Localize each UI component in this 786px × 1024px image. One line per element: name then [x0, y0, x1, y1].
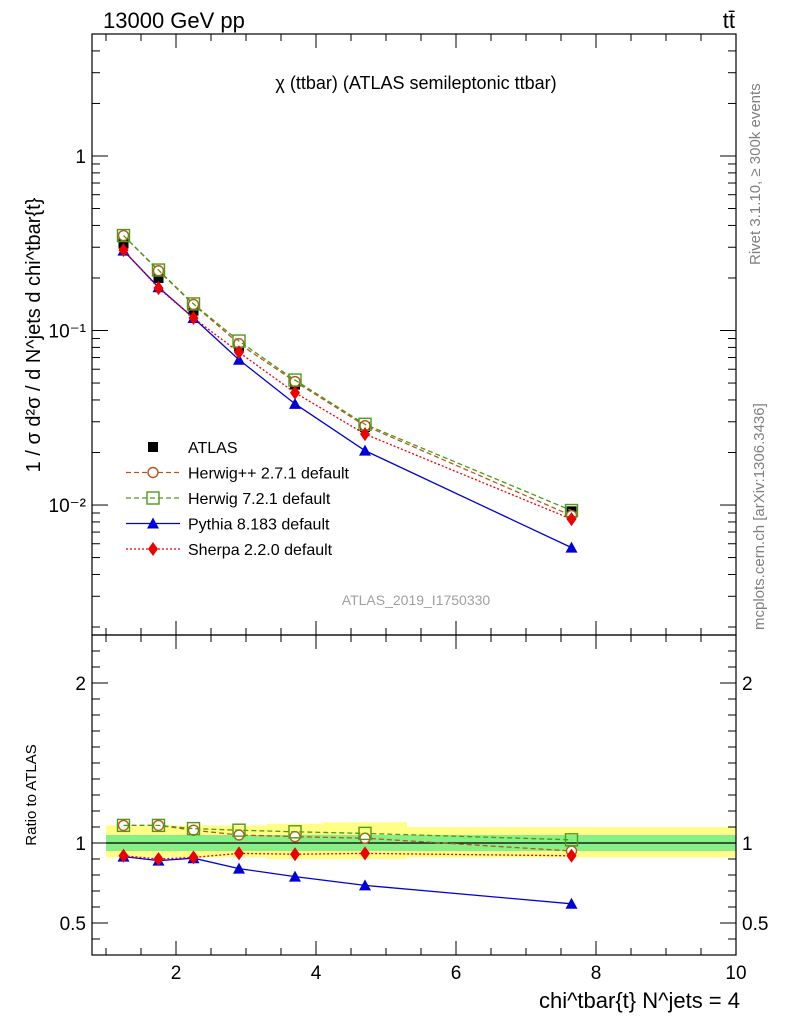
- data-point: [233, 862, 245, 874]
- data-point: [116, 818, 131, 833]
- process-label: tt̄: [723, 8, 735, 33]
- data-point: [290, 847, 300, 862]
- data-point: [186, 821, 201, 836]
- y-tick-label: 10⁻¹: [49, 322, 87, 343]
- data-point: [566, 848, 577, 863]
- data-point: [360, 427, 370, 442]
- series-line-herwig-7-2-1-default: [123, 824, 572, 841]
- series-line-herwig-7-2-1-default: [123, 235, 572, 512]
- data-point: [188, 850, 199, 865]
- ratio-panel: 0.5 0.5 1 1 2 2 2 4 6 8 10 Ratio to ATLAS chi^tbar…: [23, 634, 768, 1013]
- ratio-plot-marks: [106, 818, 736, 909]
- data-point: [234, 846, 244, 861]
- data-point: [118, 848, 129, 863]
- legend-item-atlas: ATLAS: [148, 440, 238, 457]
- x-tick-label: 4: [311, 963, 322, 984]
- legend-marker: [148, 542, 158, 556]
- legend-label: Herwig++ 2.7.1 default: [188, 466, 350, 483]
- legend-label: Sherpa 2.2.0 default: [188, 542, 333, 559]
- data-point: [360, 846, 370, 861]
- energy-label: 13000 GeV pp: [103, 8, 245, 33]
- y-tick-label-right: 1: [742, 834, 753, 855]
- data-point: [564, 833, 579, 847]
- y-tick-label: 1: [75, 147, 86, 168]
- data-point: [153, 852, 164, 866]
- series-pythia-8-183-default: [117, 244, 578, 553]
- x-tick-label: 8: [591, 963, 602, 984]
- mcplots-site-label: mcplots.cern.ch [arXiv:1306.3436]: [751, 403, 768, 630]
- series-line-pythia-8-183-default: [123, 855, 572, 905]
- data-point: [118, 243, 129, 258]
- ratio-frame: [91, 634, 737, 956]
- y-tick-label: 10⁻²: [49, 496, 87, 517]
- y-tick-label-right: 0.5: [742, 914, 768, 935]
- legend: ATLAS Herwig++ 2.7.1 default Herwig 7.2.1 …: [126, 440, 350, 559]
- data-point: [290, 385, 300, 400]
- legend-marker: [146, 491, 160, 505]
- legend-item-herwig-2-7-1-default: Herwig++ 2.7.1 default: [126, 466, 350, 483]
- legend-item-herwig-7-2-1-default: Herwig 7.2.1 default: [126, 491, 331, 508]
- data-point: [565, 897, 578, 909]
- data-point: [234, 345, 244, 360]
- x-tick-label: 2: [171, 963, 182, 984]
- y-tick-label-left: 1: [75, 834, 86, 855]
- data-point: [359, 444, 371, 456]
- analysis-watermark: ATLAS_2019_I1750330: [342, 592, 491, 608]
- data-point: [232, 334, 246, 348]
- data-point: [151, 263, 166, 277]
- y-tick-label-left: 2: [75, 674, 86, 695]
- ratio-ylabel: Ratio to ATLAS: [23, 744, 40, 845]
- main-axes: 10⁻² 10⁻¹ 1: [49, 33, 737, 635]
- data-point: [359, 879, 371, 891]
- data-point: [151, 818, 166, 833]
- x-axis-label: chi^tbar{t} N^jets = 4: [539, 988, 740, 1013]
- data-point: [358, 826, 372, 841]
- series-sherpa-2-2-0-default: [118, 243, 577, 527]
- data-point: [188, 310, 199, 325]
- main-plot-marks: [116, 228, 579, 553]
- y-tick-label-left: 0.5: [60, 914, 86, 935]
- data-point: [289, 397, 301, 409]
- data-point: [288, 825, 302, 839]
- legend-marker: [147, 517, 159, 529]
- main-title: χ (ttbar) (ATLAS semileptonic ttbar): [275, 73, 556, 93]
- legend-marker: [147, 466, 159, 479]
- series-herwig-7-2-1-default: [116, 818, 579, 847]
- legend-marker: [148, 442, 158, 452]
- rivet-version-label: Rivet 3.1.10, ≥ 300k events: [747, 83, 764, 265]
- y-tick-label-right: 2: [742, 674, 753, 695]
- x-tick-label: 10: [725, 963, 746, 984]
- data-point: [288, 373, 302, 387]
- data-point: [565, 541, 578, 553]
- legend-item-sherpa-2-2-0-default: Sherpa 2.2.0 default: [126, 542, 333, 559]
- data-point: [153, 272, 164, 283]
- data-point: [289, 870, 301, 882]
- series-pythia-8-183-default: [117, 850, 578, 909]
- main-ylabel: 1 / σ d²σ / d N^jets d chi^tbar{t}: [23, 197, 45, 472]
- data-point: [232, 823, 246, 837]
- x-tick-label: 6: [451, 963, 462, 984]
- legend-item-pythia-8-183-default: Pythia 8.183 default: [126, 517, 330, 534]
- legend-label: ATLAS: [188, 440, 238, 457]
- series-sherpa-2-2-0-default: [118, 846, 577, 866]
- data-point: [116, 228, 131, 243]
- main-panel: 10⁻² 10⁻¹ 1 χ (ttbar) (ATLAS semileptonic …: [23, 33, 737, 636]
- legend-label: Herwig 7.2.1 default: [188, 491, 331, 508]
- data-point: [566, 512, 577, 527]
- legend-label: Pythia 8.183 default: [188, 517, 330, 534]
- data-point: [153, 281, 164, 296]
- ratio-axes: 0.5 0.5 1 1 2 2 2 4 6 8 10: [60, 635, 768, 984]
- data-point: [186, 297, 201, 311]
